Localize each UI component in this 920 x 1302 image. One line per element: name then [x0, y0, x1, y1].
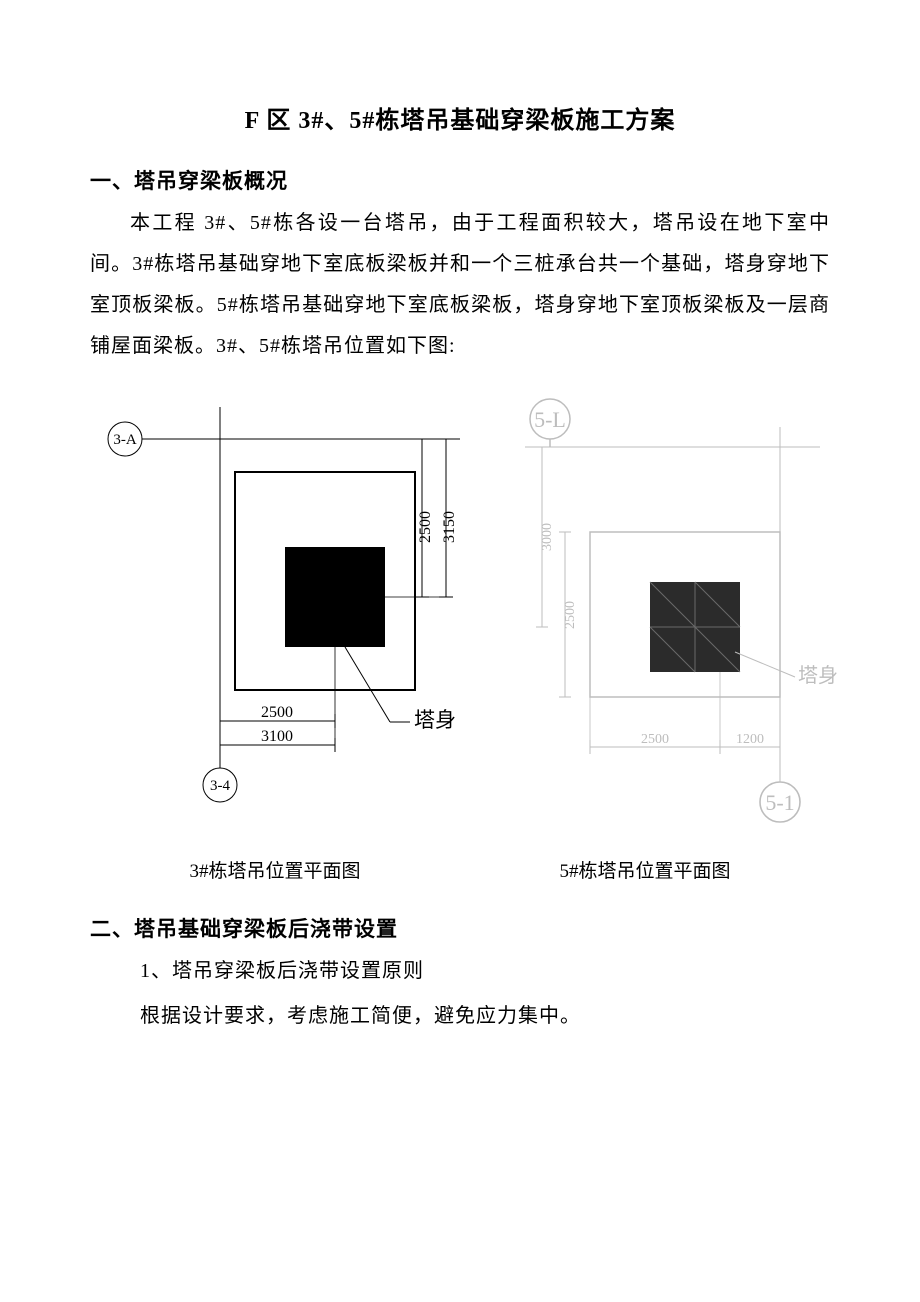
dim-2500-h: 2500 [261, 704, 293, 721]
diagrams-row: 3-A 3-4 塔身 2500 [90, 387, 830, 832]
section-1-heading: 一、塔吊穿梁板概况 [90, 165, 830, 195]
section-2-heading: 二、塔吊基础穿梁板后浇带设置 [90, 913, 830, 943]
dim-3100-h: 3100 [261, 728, 293, 745]
axis-label-5l: 5-L [534, 407, 566, 432]
dim-2500-h5: 2500 [641, 732, 669, 747]
dim-3150-v: 3150 [441, 511, 458, 543]
point-1-body: 根据设计要求，考虑施工简便，避免应力集中。 [90, 996, 830, 1037]
tower-body-label-5: 塔身 [798, 664, 838, 687]
point-1: 1、塔吊穿梁板后浇带设置原则 [90, 951, 830, 992]
dim-1200-h5: 1200 [736, 732, 764, 747]
tower-body-3 [285, 547, 385, 647]
paragraph-1: 本工程 3#、5#栋各设一台塔吊，由于工程面积较大，塔吊设在地下室中间。3#栋塔… [90, 203, 830, 367]
axis-label-51: 5-1 [765, 790, 794, 815]
dim-2500-v: 2500 [417, 511, 434, 543]
tower-body-5 [650, 582, 740, 672]
captions-row: 3#栋塔吊位置平面图 5#栋塔吊位置平面图 [90, 856, 830, 883]
caption-diagram-3: 3#栋塔吊位置平面图 [90, 856, 460, 883]
diagram-3-plan: 3-A 3-4 塔身 2500 [90, 387, 470, 812]
document-page: F 区 3#、5#栋塔吊基础穿梁板施工方案 一、塔吊穿梁板概况 本工程 3#、5… [0, 0, 920, 1101]
document-title: F 区 3#、5#栋塔吊基础穿梁板施工方案 [90, 100, 830, 135]
axis-label-34: 3-4 [210, 778, 230, 794]
dim-2500-v5: 2500 [563, 601, 578, 629]
axis-label-3a: 3-A [113, 432, 136, 448]
tower-body-label-3: 塔身 [414, 708, 456, 732]
diagram-5-plan: 5-L 5-1 3000 2500 [480, 387, 840, 832]
caption-diagram-5: 5#栋塔吊位置平面图 [460, 856, 830, 883]
dim-3000-v: 3000 [540, 523, 555, 551]
